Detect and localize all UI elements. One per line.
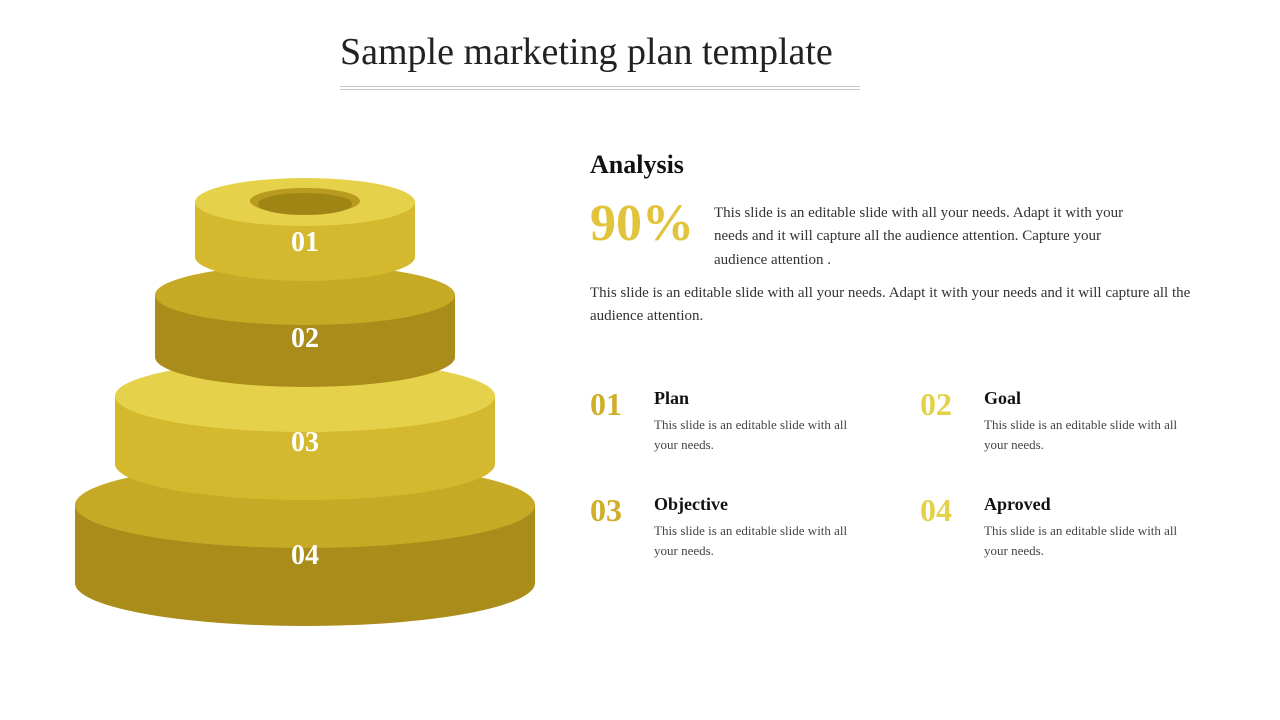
item-4: 04 Aproved This slide is an editable slide… [920,494,1220,560]
title-divider [340,86,860,90]
item-desc: This slide is an editable slide with all… [984,521,1194,560]
item-2: 02 Goal This slide is an editable slide wi… [920,388,1220,454]
stack-layer-number: 02 [155,323,455,355]
stack-layer-number: 04 [75,540,535,572]
item-desc: This slide is an editable slide with all… [984,415,1194,454]
header: Sample marketing plan template [0,0,1280,74]
analysis-desc-1: This slide is an editable slide with all… [714,198,1154,272]
item-1: 01 Plan This slide is an editable slide wi… [590,388,890,454]
item-desc: This slide is an editable slide with all… [654,521,864,560]
content-panel: Analysis 90% This slide is an editable s… [590,150,1220,560]
item-body: Aproved This slide is an editable slide w… [984,494,1194,560]
analysis-row: 90% This slide is an editable slide with… [590,198,1220,272]
stack-layer-2: 02 [155,265,455,387]
items-grid: 01 Plan This slide is an editable slide wi… [590,388,1220,560]
analysis-desc-2: This slide is an editable slide with all… [590,282,1210,329]
analysis-heading: Analysis [590,150,1220,180]
stack-layer-number: 03 [115,427,495,459]
page-title: Sample marketing plan template [340,30,1280,74]
item-title: Objective [654,494,864,515]
cylinder-stack-diagram: 04 03 02 01 [70,160,540,620]
stack-layer-number: 01 [195,227,415,259]
item-title: Goal [984,388,1194,409]
item-3: 03 Objective This slide is an editable sli… [590,494,890,560]
item-body: Plan This slide is an editable slide with… [654,388,864,454]
analysis-percent: 90% [590,198,694,250]
item-body: Objective This slide is an editable slide… [654,494,864,560]
item-number: 04 [920,494,968,526]
item-number: 02 [920,388,968,420]
item-title: Plan [654,388,864,409]
stack-layer-1: 01 [195,178,415,281]
item-title: Aproved [984,494,1194,515]
item-number: 01 [590,388,638,420]
item-desc: This slide is an editable slide with all… [654,415,864,454]
item-number: 03 [590,494,638,526]
item-body: Goal This slide is an editable slide with… [984,388,1194,454]
